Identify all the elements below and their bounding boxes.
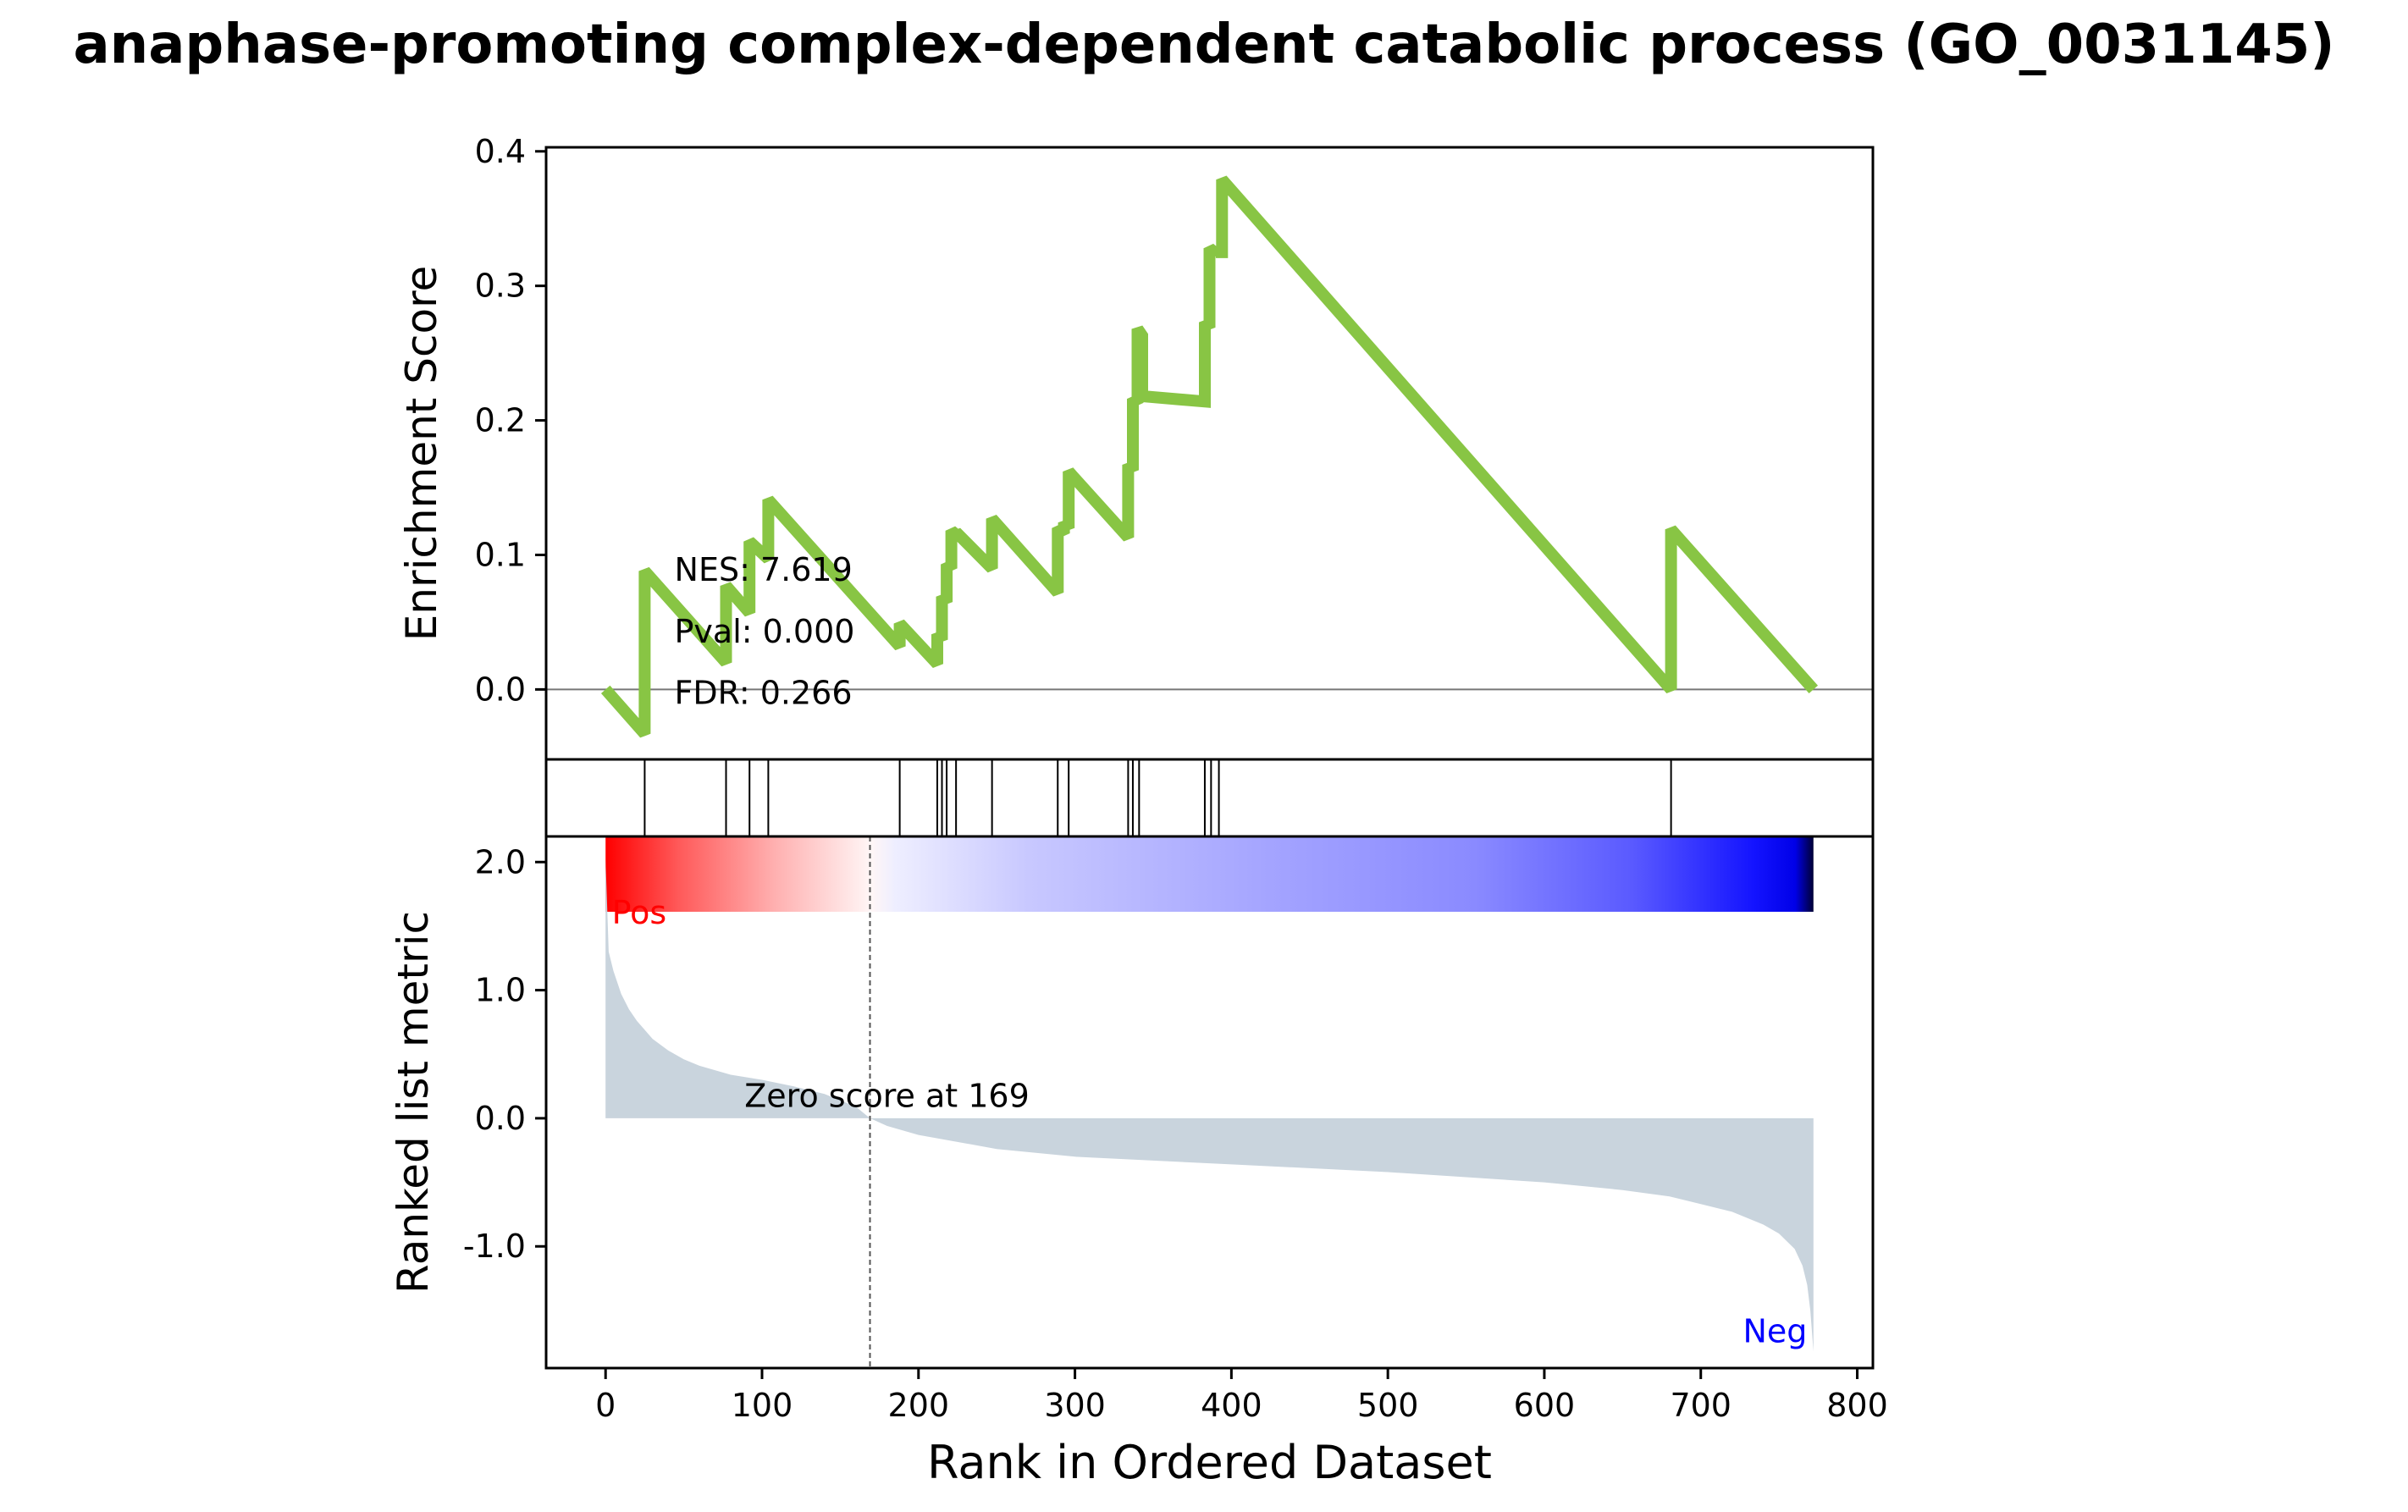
x-tick-label: 300 <box>1044 1387 1106 1424</box>
enrichment-score-panel: 0.0 0.1 0.2 0.3 0.4 Enrichment Score NES: 7.… <box>397 133 1875 761</box>
es-ytick-label: 0.0 <box>475 670 526 708</box>
x-tick-label: 600 <box>1514 1387 1576 1424</box>
x-axis-label: Rank in Ordered Dataset <box>927 1436 1492 1489</box>
hit-lines-group <box>643 759 1672 836</box>
zero-score-label: Zero score at 169 <box>744 1077 1030 1114</box>
gene-hits-panel <box>544 758 1875 838</box>
es-ytick-label: 0.1 <box>475 536 526 573</box>
ranked-metric-panel: Zero score at 169 Pos Neg 2.01.00.0-1.0 … <box>389 835 1875 1370</box>
metric-ytick-label: -1.0 <box>463 1228 526 1265</box>
x-axis: 0 100 200 300 400 500 600 700 800 Rank in Ordere… <box>595 1368 1888 1489</box>
metric-panel-frame <box>544 835 1875 1370</box>
es-ytick-label: 0.3 <box>475 268 526 305</box>
x-tick-label: 700 <box>1670 1387 1731 1424</box>
x-tick-label: 500 <box>1357 1387 1419 1424</box>
x-tick-label: 400 <box>1201 1387 1262 1424</box>
chart-title: anaphase-promoting complex-dependent cat… <box>73 14 2334 76</box>
hits-panel-frame <box>544 758 1875 838</box>
es-y-ticks: 0.0 0.1 0.2 0.3 0.4 <box>475 133 546 708</box>
enrichment-score-line-group <box>600 175 1819 738</box>
es-ytick-label: 0.2 <box>475 402 526 439</box>
es-ytick-label: 0.4 <box>475 133 526 170</box>
pos-label: Pos <box>612 894 667 931</box>
x-tick-label: 0 <box>595 1387 616 1424</box>
x-tick-label: 200 <box>888 1387 950 1424</box>
metric-ytick-label: 1.0 <box>475 972 526 1009</box>
metric-ytick-label: 2.0 <box>475 843 526 880</box>
ranked-metric-area <box>605 859 1814 1352</box>
es-y-axis-label: Enrichment Score <box>397 266 446 642</box>
x-tick-label: 100 <box>732 1387 793 1424</box>
metric-ytick-label: 0.0 <box>475 1100 526 1137</box>
es-series-line-0 <box>600 175 1819 738</box>
metric-y-ticks: 2.0 1.0 0.0 -1.0 <box>463 843 546 1265</box>
rank-colorbar <box>605 836 1814 912</box>
x-tick-label: 800 <box>1826 1387 1888 1424</box>
neg-label: Neg <box>1742 1313 1807 1350</box>
metric-y-axis-label: Ranked list metric <box>389 911 438 1294</box>
nes-stat: NES: 7.619 <box>675 551 853 588</box>
fdr-stat: FDR: 0.266 <box>675 675 853 712</box>
x-ticks: 0 100 200 300 400 500 600 700 800 <box>595 1368 1888 1424</box>
pval-stat: Pval: 0.000 <box>675 613 855 650</box>
